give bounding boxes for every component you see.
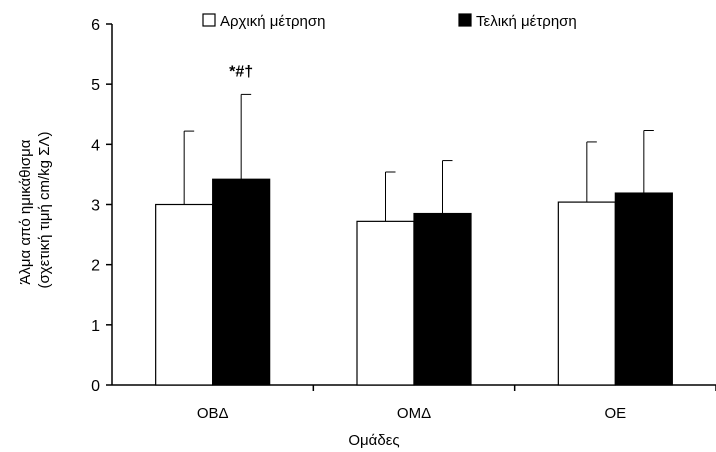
y-axis-title-line2: (σχετική τιμή cm/kg ΣΛ): [36, 132, 53, 289]
x-tick-label: ΟΜΔ: [397, 405, 431, 422]
y-axis-title-line1: Άλμα από ημικάθισμα: [17, 139, 34, 284]
y-tick-label: 2: [91, 258, 100, 275]
x-tick-label: ΟΒΔ: [197, 405, 229, 422]
y-tick-label: 0: [91, 378, 100, 395]
bar-final: [212, 178, 271, 386]
y-tick-label: 6: [91, 17, 100, 34]
bar-initial: [155, 203, 214, 386]
error-bars: *#†: [183, 63, 654, 222]
legend-swatch: [458, 13, 472, 27]
bar-initial: [557, 201, 616, 386]
bar-final: [413, 212, 472, 386]
legend-swatch: [202, 13, 216, 27]
legend-label: Τελική μέτρηση: [476, 13, 577, 30]
bars: [155, 178, 673, 386]
x-axis-title: Ομάδες: [348, 432, 399, 449]
legend: Αρχική μέτρηση Τελική μέτρηση: [202, 13, 577, 30]
y-axis-title: Άλμα από ημικάθισμα (σχετική τιμή cm/kg …: [17, 132, 53, 289]
y-tick-label: 5: [91, 77, 100, 94]
legend-label: Αρχική μέτρηση: [220, 13, 325, 30]
bar-final: [614, 192, 673, 386]
y-tick-label: 4: [91, 137, 100, 154]
x-tick-label: ΟΕ: [604, 405, 626, 422]
bar-initial: [356, 220, 415, 386]
y-tick-label: 3: [91, 198, 100, 215]
y-tick-label: 1: [91, 318, 100, 335]
significance-annotation: *#†: [229, 63, 253, 80]
